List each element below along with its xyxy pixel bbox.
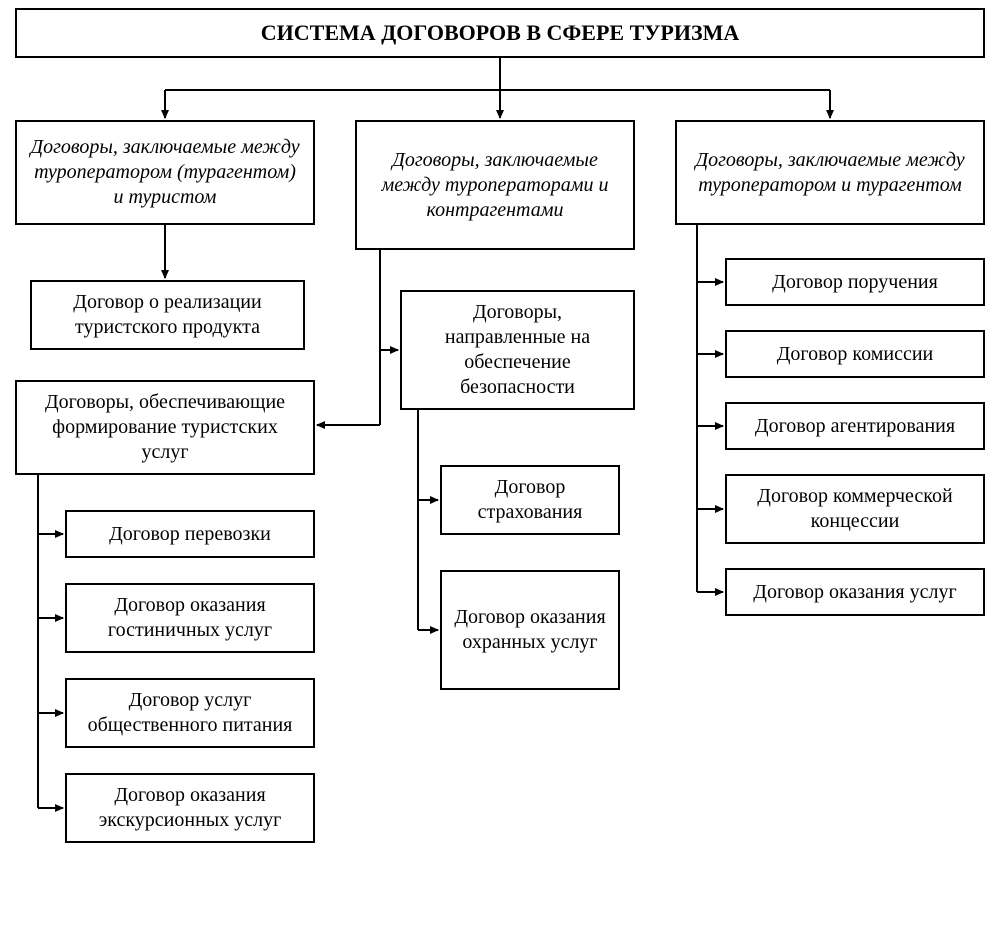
diagram-title: СИСТЕМА ДОГОВОРОВ В СФЕРЕ ТУРИЗМА [15,8,985,58]
col2-sub-item-1: Договор оказания охранных услуг [440,570,620,690]
col3-item-4: Договор оказания услуг [725,568,985,616]
col2-item-safety: Договоры, направленные на обеспечение бе… [400,290,635,410]
col3-item-0: Договор поручения [725,258,985,306]
category-1: Договоры, заключаемые между туроператоро… [15,120,315,225]
col2-sub-item-0: Договор страхования [440,465,620,535]
col1-sub-item-0: Договор перевозки [65,510,315,558]
col3-item-3: Договор коммерческой концессии [725,474,985,544]
col3-item-1: Договор комиссии [725,330,985,378]
category-3: Договоры, заключаемые между туроператоро… [675,120,985,225]
category-2: Договоры, заключаемые между туроператора… [355,120,635,250]
col1-sub-header: Договоры, обеспечивающие формирование ту… [15,380,315,475]
col1-item-realizatsiya: Договор о реализации туристского продукт… [30,280,305,350]
col1-sub-item-1: Договор оказания гостиничных услуг [65,583,315,653]
col3-item-2: Договор агентирования [725,402,985,450]
col1-sub-item-2: Договор услуг общественного питания [65,678,315,748]
col1-sub-item-3: Договор оказания экскурсионных услуг [65,773,315,843]
